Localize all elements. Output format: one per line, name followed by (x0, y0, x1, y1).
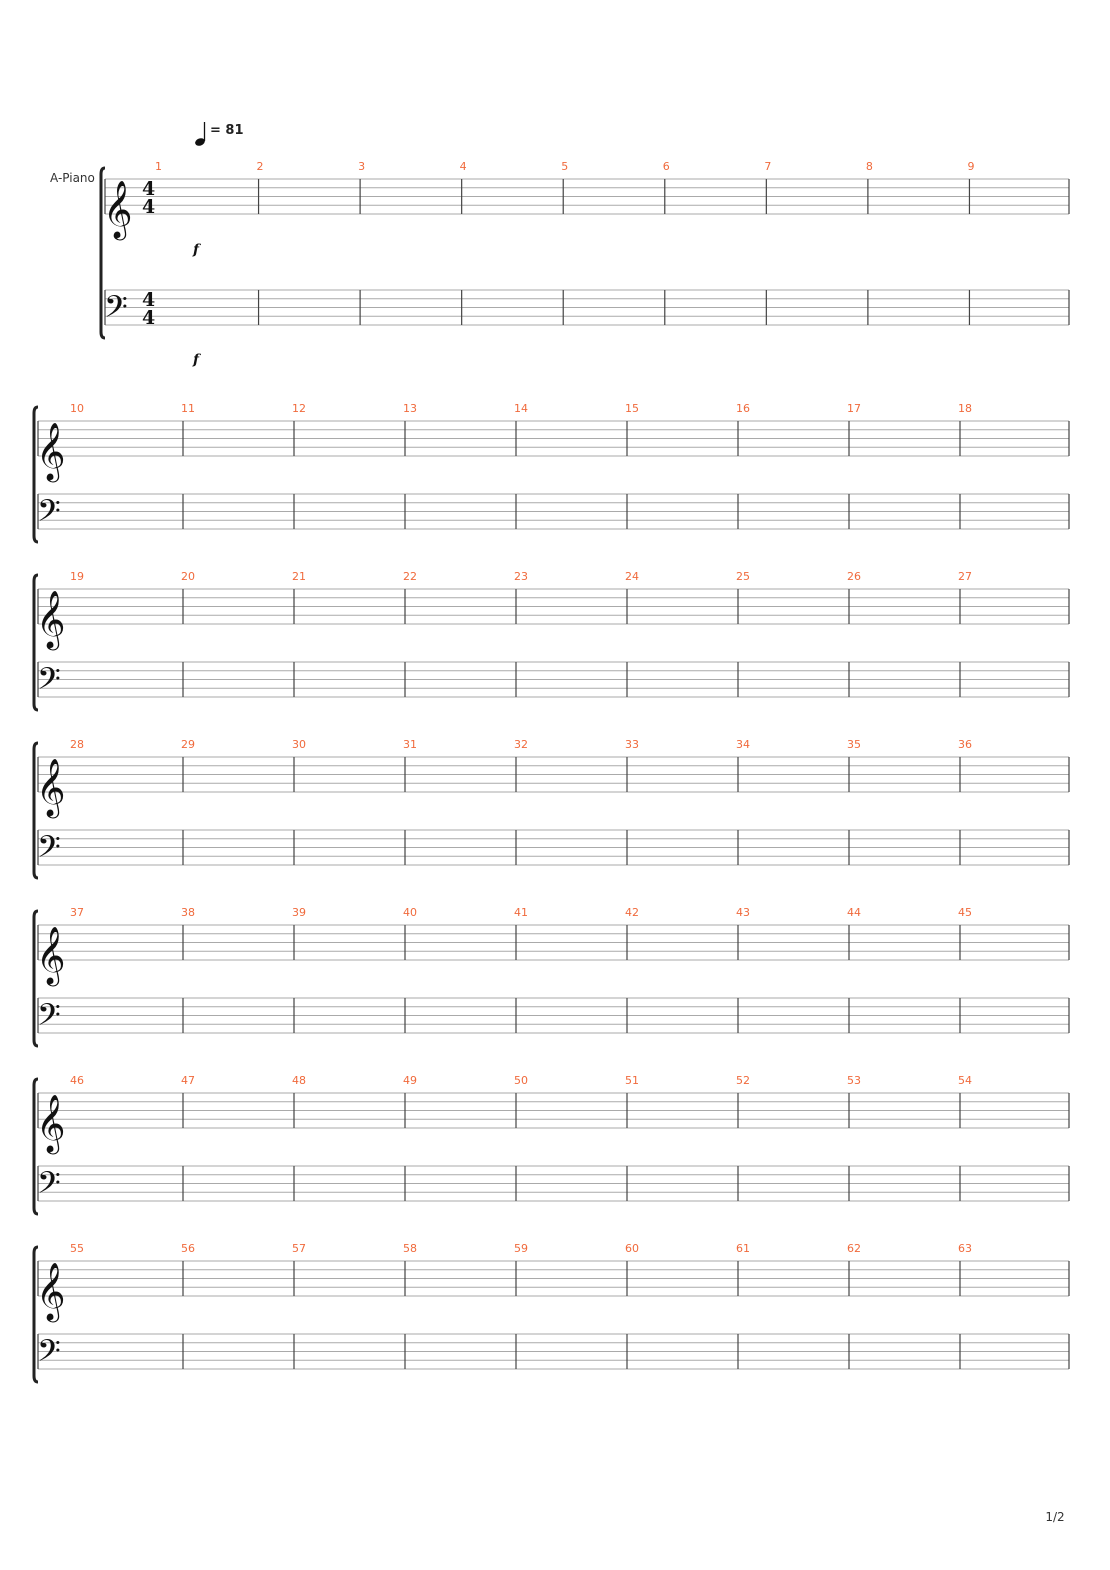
measure-number: 9 (967, 160, 974, 173)
measure-number: 57 (292, 1242, 306, 1255)
treble-clef-icon: 𝄞 (36, 926, 66, 987)
bass-time-signature-top: 4 (142, 289, 155, 311)
treble-time-signature-bottom: 4 (142, 196, 155, 218)
measure-number: 11 (181, 402, 195, 415)
system-bracket (32, 1245, 39, 1384)
measure-number: 27 (958, 570, 972, 583)
measure-number: 42 (625, 906, 639, 919)
treble-clef-icon: 𝄞 (36, 1094, 66, 1155)
system-bracket (99, 166, 106, 340)
measure-number: 13 (403, 402, 417, 415)
measure-number: 37 (70, 906, 84, 919)
measure-number: 28 (70, 738, 84, 751)
system-bracket (32, 1077, 39, 1216)
measure-number: 6 (663, 160, 670, 173)
tempo-marking: = 81 (210, 123, 244, 138)
measure-number: 4 (460, 160, 467, 173)
measure-number: 7 (764, 160, 771, 173)
system-bracket (32, 573, 39, 712)
bass-clef-icon: 𝄢 (37, 1165, 61, 1208)
measure-number: 59 (514, 1242, 528, 1255)
measure-number: 43 (736, 906, 750, 919)
treble-clef-icon: 𝄞 (36, 422, 66, 483)
system-bracket (32, 405, 39, 544)
measure-number: 52 (736, 1074, 750, 1087)
treble-clef-icon: 𝄞 (36, 758, 66, 819)
bass-clef-icon: 𝄢 (37, 997, 61, 1040)
measure-number: 16 (736, 402, 750, 415)
measure-number: 40 (403, 906, 417, 919)
measure-number: 10 (70, 402, 84, 415)
bass-clef-icon: 𝄢 (104, 289, 128, 332)
bass-clef-icon: 𝄢 (37, 829, 61, 872)
measure-number: 2 (257, 160, 264, 173)
treble-time-signature-top: 4 (142, 178, 155, 200)
measure-number: 22 (403, 570, 417, 583)
measure-number: 49 (403, 1074, 417, 1087)
measure-number: 12 (292, 402, 306, 415)
measure-number: 32 (514, 738, 528, 751)
measure-number: 29 (181, 738, 195, 751)
measure-number: 51 (625, 1074, 639, 1087)
bass-clef-icon: 𝄢 (37, 1333, 61, 1376)
measure-number: 39 (292, 906, 306, 919)
measure-number: 55 (70, 1242, 84, 1255)
measure-number: 14 (514, 402, 528, 415)
bass-clef-icon: 𝄢 (37, 493, 61, 536)
dynamic-forte-treble: f (192, 242, 202, 258)
measure-number: 3 (358, 160, 365, 173)
measure-number: 61 (736, 1242, 750, 1255)
measure-number: 1 (155, 160, 162, 173)
system-bracket (32, 909, 39, 1048)
measure-number: 20 (181, 570, 195, 583)
measure-number: 47 (181, 1074, 195, 1087)
measure-number: 25 (736, 570, 750, 583)
measure-number: 24 (625, 570, 639, 583)
page-number: 1/2 (1045, 1510, 1065, 1524)
measure-number: 53 (847, 1074, 861, 1087)
quarter-note-icon (195, 138, 205, 146)
bass-time-signature-bottom: 4 (142, 307, 155, 329)
measure-number: 23 (514, 570, 528, 583)
treble-clef-icon: 𝄞 (36, 1262, 66, 1323)
measure-number: 58 (403, 1242, 417, 1255)
measure-number: 18 (958, 402, 972, 415)
measure-number: 62 (847, 1242, 861, 1255)
treble-clef-icon: 𝄞 (36, 590, 66, 651)
measure-number: 26 (847, 570, 861, 583)
measure-number: 44 (847, 906, 861, 919)
dynamic-forte-bass: f (192, 352, 202, 368)
measure-number: 45 (958, 906, 972, 919)
measure-number: 38 (181, 906, 195, 919)
measure-number: 56 (181, 1242, 195, 1255)
instrument-name: A-Piano (50, 171, 95, 185)
system-bracket (32, 741, 39, 880)
measure-number: 5 (561, 160, 568, 173)
measure-number: 15 (625, 402, 639, 415)
measure-number: 17 (847, 402, 861, 415)
bass-clef-icon: 𝄢 (37, 661, 61, 704)
measure-number: 36 (958, 738, 972, 751)
measure-number: 35 (847, 738, 861, 751)
measure-number: 48 (292, 1074, 306, 1087)
measure-number: 19 (70, 570, 84, 583)
measure-number: 50 (514, 1074, 528, 1087)
measure-number: 8 (866, 160, 873, 173)
measure-number: 33 (625, 738, 639, 751)
measure-number: 34 (736, 738, 750, 751)
measure-number: 30 (292, 738, 306, 751)
measure-number: 31 (403, 738, 417, 751)
measure-number: 63 (958, 1242, 972, 1255)
treble-clef-icon: 𝄞 (103, 180, 133, 241)
measure-number: 46 (70, 1074, 84, 1087)
measure-number: 41 (514, 906, 528, 919)
measure-number: 54 (958, 1074, 972, 1087)
measure-number: 21 (292, 570, 306, 583)
measure-number: 60 (625, 1242, 639, 1255)
